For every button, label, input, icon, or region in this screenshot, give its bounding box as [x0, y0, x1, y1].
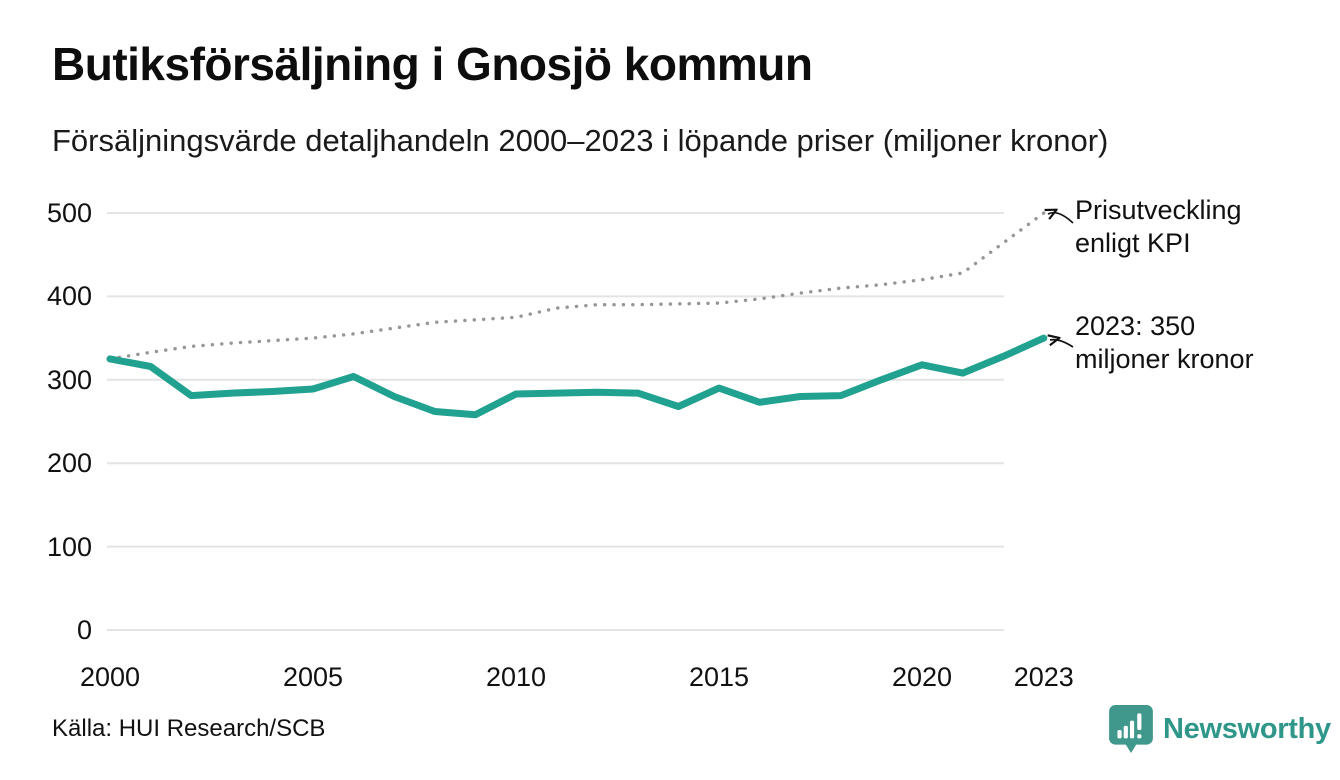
page-title: Butiksförsäljning i Gnosjö kommun [52, 38, 813, 90]
annotation-kpi-line2: enligt KPI [1075, 228, 1191, 258]
y-tick-label: 200 [46, 448, 92, 479]
y-tick-label: 0 [76, 615, 92, 645]
kpi-dotted-line [108, 211, 1046, 361]
newsworthy-logo: Newsworthy [1108, 704, 1331, 754]
x-tick-label: 2010 [485, 662, 547, 692]
x-tick-label: 2020 [891, 662, 953, 692]
gridlines [107, 212, 1004, 631]
newsworthy-pin-icon [1109, 705, 1153, 753]
x-tick-label: 2015 [688, 662, 750, 692]
x-tick-label: 2023 [1013, 662, 1074, 692]
annotation-kpi: Prisutveckling enligt KPI [1075, 194, 1242, 260]
y-tick-label: 300 [46, 364, 92, 395]
annotation-latest-line1: 2023: 350 [1075, 311, 1196, 341]
y-tick-label: 500 [46, 198, 92, 228]
annotation-latest-line2: miljoner kronor [1075, 344, 1254, 374]
annotation-kpi-line1: Prisutveckling [1075, 195, 1242, 225]
y-tick-label: 100 [46, 531, 92, 562]
chart-subtitle: Försäljningsvärde detaljhandeln 2000–202… [52, 123, 1109, 158]
x-tick-label: 2000 [79, 662, 141, 692]
x-tick-label: 2005 [282, 662, 344, 692]
newsworthy-logo-text: Newsworthy [1163, 712, 1331, 745]
sales-line [106, 334, 1048, 419]
annotation-latest-value: 2023: 350 miljoner kronor [1075, 310, 1254, 376]
latest-value-annotation-arrow-icon [1050, 340, 1074, 348]
y-tick-label: 400 [46, 281, 92, 312]
source-caption: Källa: HUI Research/SCB [52, 715, 326, 742]
bar-chart-exclamation-icon [1117, 713, 1142, 739]
kpi-annotation-arrow-icon [1048, 213, 1074, 224]
chart-series [106, 211, 1048, 419]
